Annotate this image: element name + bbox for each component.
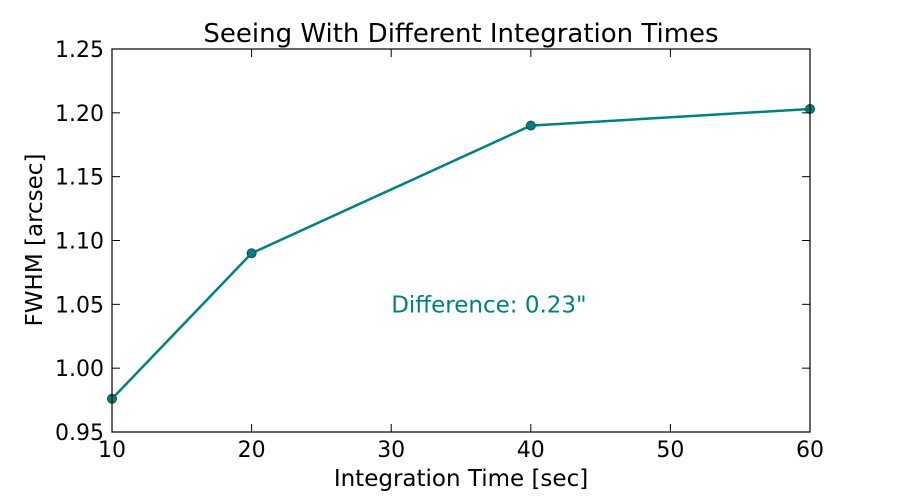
y-tick-label: 1.15 [55, 166, 104, 191]
x-tick-label: 50 [656, 438, 684, 463]
y-tick-label: 1.05 [55, 293, 104, 318]
x-tick-label: 10 [98, 438, 126, 463]
y-tick-label: 1.10 [55, 230, 104, 255]
annotations: Difference: 0.23" [391, 292, 586, 318]
x-axis-label: Integration Time [sec] [334, 466, 588, 492]
x-axis: 10 20 30 40 50 60 [98, 49, 824, 463]
y-axis: 0.95 1.00 1.05 1.10 1.15 1.20 1.25 [55, 38, 810, 446]
y-tick-label: 1.00 [55, 357, 104, 382]
x-tick-label: 30 [377, 438, 405, 463]
data-point [246, 248, 257, 259]
chart-title: Seeing With Different Integration Times [203, 19, 718, 49]
difference-annotation: Difference: 0.23" [391, 292, 586, 318]
x-tick-label: 40 [517, 438, 545, 463]
x-tick-label: 60 [796, 438, 824, 463]
y-tick-label: 1.25 [55, 38, 104, 63]
series-line [111, 107, 811, 400]
y-axis-label: FWHM [arcsec] [22, 154, 48, 327]
y-tick-label: 1.20 [55, 102, 104, 127]
plot-area [107, 104, 815, 404]
y-tick-label: 0.95 [55, 421, 104, 446]
x-tick-label: 20 [238, 438, 266, 463]
data-point [525, 120, 536, 131]
plot-frame [111, 48, 811, 433]
